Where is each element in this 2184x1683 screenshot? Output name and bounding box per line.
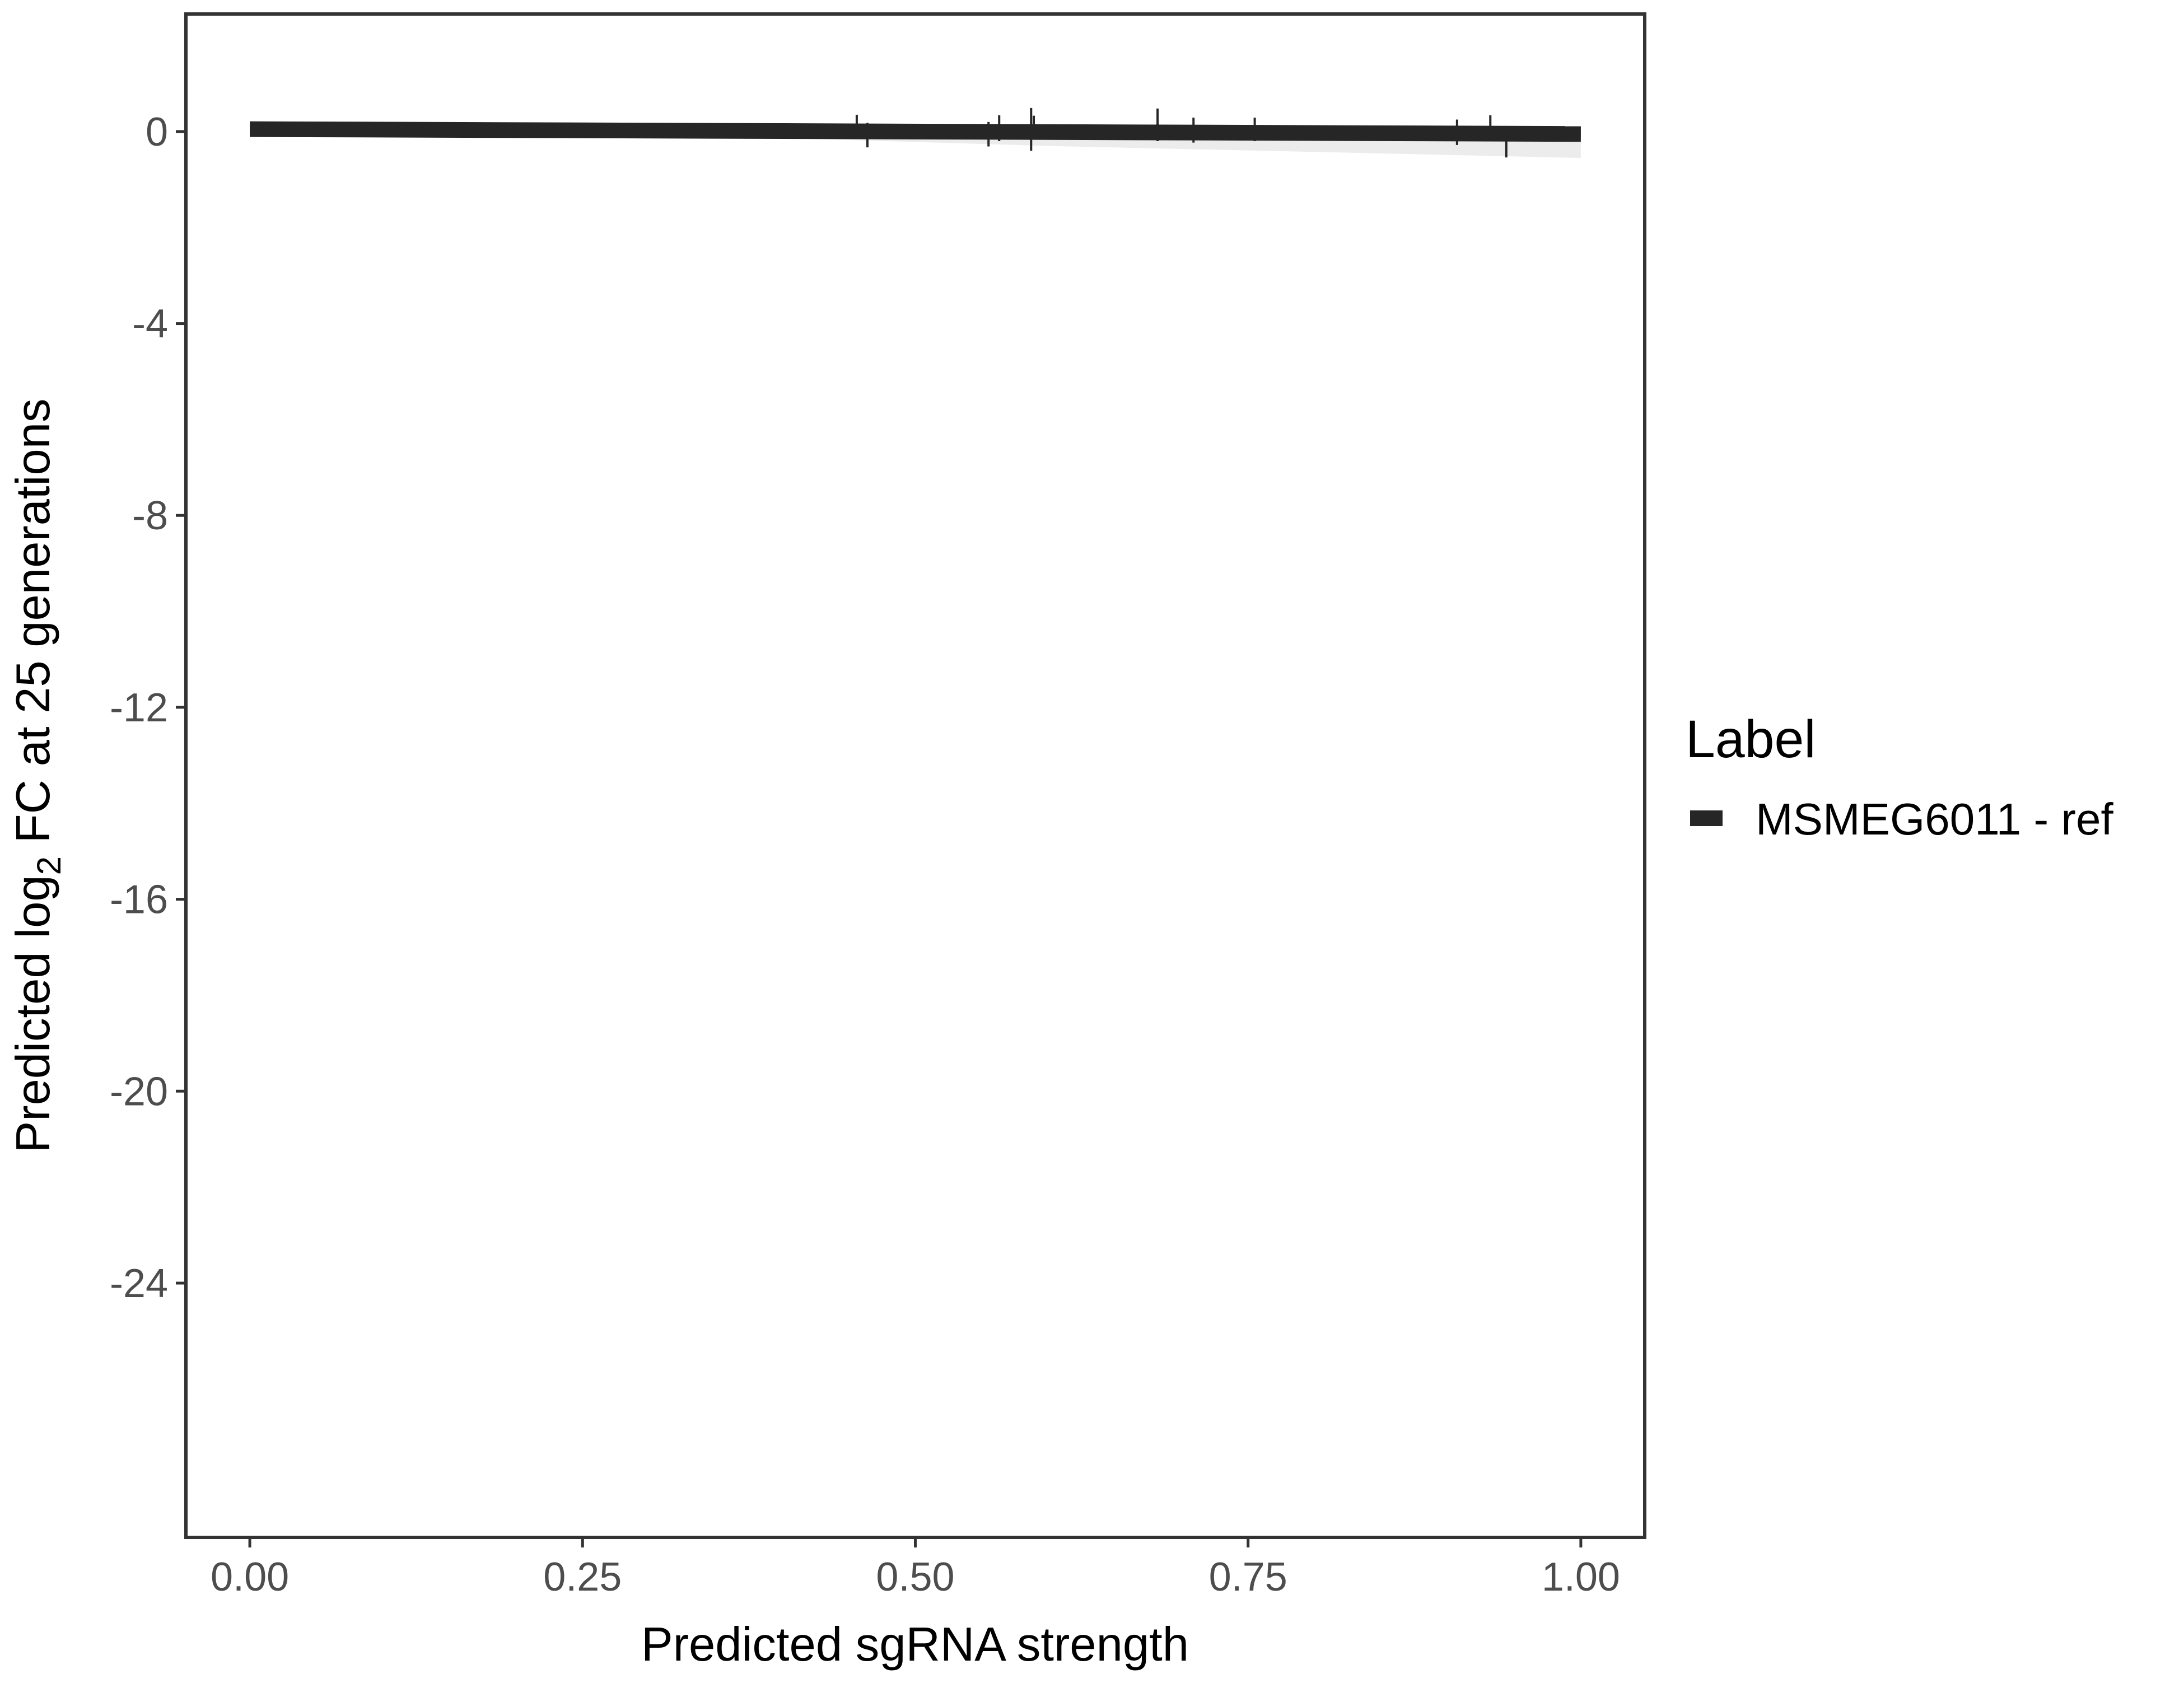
y-axis: 0 -4 -8 -12 -16 -20 -24 — [110, 110, 186, 1306]
y-axis-title-part: Predicted log — [7, 875, 60, 1153]
y-tick-label: 0 — [146, 110, 168, 155]
x-tick-label: 1.00 — [1542, 1555, 1620, 1600]
x-tick-label: 0.00 — [211, 1555, 289, 1600]
y-tick-label: -12 — [110, 686, 168, 730]
legend-key — [1690, 810, 1723, 826]
plot-marks — [250, 108, 1581, 158]
data-point — [986, 131, 992, 137]
x-axis: 0.00 0.25 0.50 0.75 1.00 — [211, 1537, 1620, 1600]
y-axis-title-subscript: 2 — [30, 856, 68, 875]
data-point — [1503, 136, 1509, 142]
y-tick-label: -16 — [110, 878, 168, 922]
legend-title: Label — [1686, 710, 1816, 769]
data-point — [853, 126, 860, 132]
data-point — [1191, 128, 1197, 134]
data-point — [1454, 128, 1460, 134]
y-tick-label: -8 — [132, 493, 168, 538]
plot-frame — [184, 12, 1646, 1539]
y-tick-label: -4 — [132, 302, 168, 347]
data-point — [996, 126, 1002, 132]
data-point — [1252, 128, 1258, 134]
y-tick-label: -20 — [110, 1069, 168, 1114]
y-axis-title-part: FC at 25 generations — [7, 399, 60, 856]
legend: Label MSMEG6011 - ref — [1686, 710, 2113, 844]
x-axis-title: Predicted sgRNA strength — [641, 1618, 1189, 1671]
fit-line — [250, 121, 1581, 142]
x-tick-label: 0.50 — [876, 1555, 954, 1600]
x-tick-label: 0.75 — [1209, 1555, 1287, 1600]
y-axis-title: Predicted log2 FC at 25 generations — [7, 399, 68, 1153]
data-point — [1031, 124, 1037, 130]
data-point — [1487, 126, 1494, 132]
data-point — [864, 132, 870, 138]
y-tick-label: -24 — [110, 1261, 168, 1306]
data-point — [1155, 124, 1161, 130]
x-tick-label: 0.25 — [543, 1555, 622, 1600]
legend-label: MSMEG6011 - ref — [1756, 794, 2113, 844]
